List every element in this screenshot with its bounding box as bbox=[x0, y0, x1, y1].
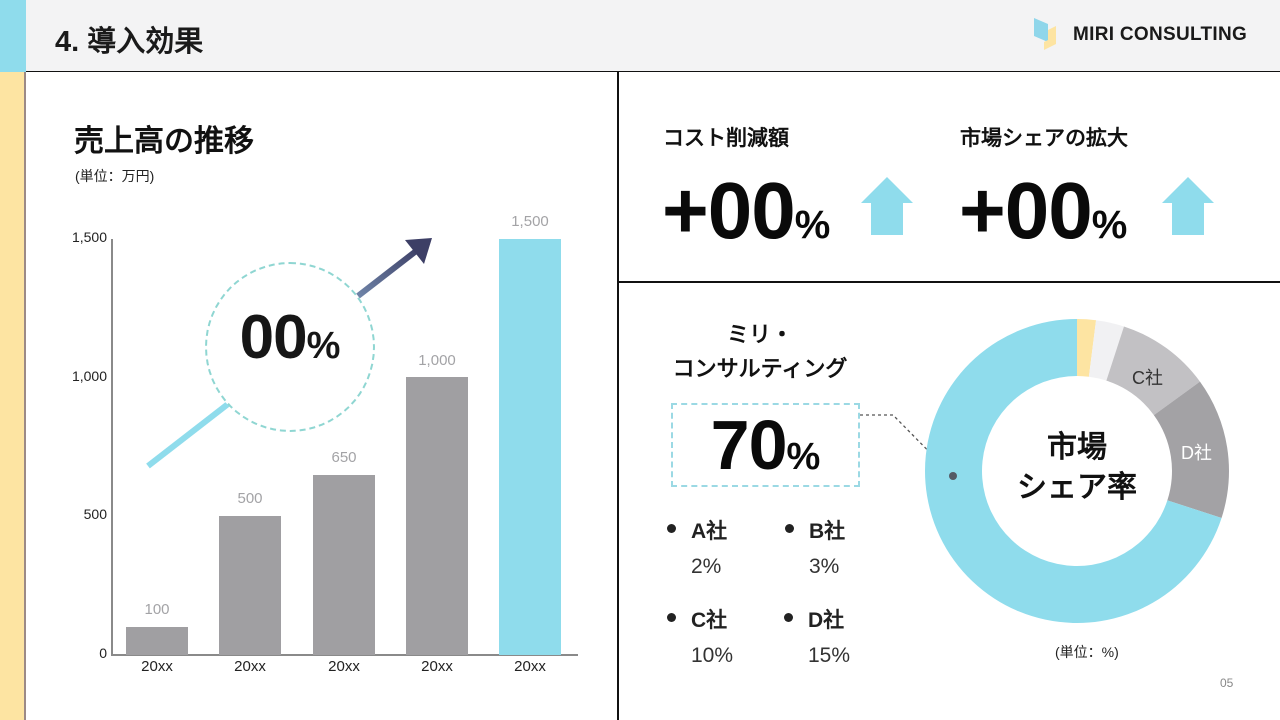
market-share-donut bbox=[924, 319, 1229, 623]
y-tick: 1,500 bbox=[71, 229, 107, 245]
trend-arrow-icon bbox=[146, 238, 432, 469]
header-accent bbox=[0, 0, 26, 72]
y-axis bbox=[111, 239, 113, 655]
brand-name: MIRI CONSULTING bbox=[1073, 24, 1248, 45]
sales-title: 売上高の推移 bbox=[74, 125, 254, 158]
segment-label-c: C社 bbox=[1132, 368, 1163, 388]
up-arrow-icon bbox=[1162, 177, 1214, 235]
y-tick: 1,000 bbox=[71, 368, 107, 384]
y-tick: 500 bbox=[83, 506, 107, 522]
bullet-icon bbox=[785, 524, 794, 533]
bar bbox=[126, 627, 188, 655]
share-value-box bbox=[671, 403, 860, 487]
logo-icon bbox=[1034, 18, 1056, 50]
bar-value-label: 1,500 bbox=[511, 213, 549, 230]
page-number: 05 bbox=[1220, 676, 1234, 690]
bullet-icon bbox=[667, 524, 676, 533]
divider-vertical bbox=[617, 72, 619, 720]
kpi-cost-value: +00% bbox=[662, 166, 831, 255]
x-label: 20xx bbox=[514, 658, 546, 675]
bar-value-label: 100 bbox=[144, 601, 170, 618]
donut-center-label: 市場 シェア率 bbox=[1017, 431, 1137, 504]
share-value: 70% bbox=[710, 406, 821, 484]
kpi-share-value: +00% bbox=[959, 166, 1128, 255]
bar-value-label: 650 bbox=[331, 449, 357, 466]
bar bbox=[219, 516, 281, 655]
bar bbox=[406, 377, 468, 655]
bullet-icon bbox=[667, 613, 676, 622]
growth-circle bbox=[205, 262, 375, 432]
x-label: 20xx bbox=[234, 658, 266, 675]
page-title: 4. 導入効果 bbox=[55, 26, 204, 58]
x-label: 20xx bbox=[421, 658, 453, 675]
x-label: 20xx bbox=[328, 658, 360, 675]
sales-unit: (単位：万円) bbox=[75, 168, 155, 184]
growth-value: 00% bbox=[239, 303, 341, 372]
bullet-icon bbox=[784, 613, 793, 622]
y-tick: 0 bbox=[99, 645, 107, 661]
kpi-cost-label: コスト削減額 bbox=[663, 127, 789, 150]
segment-label-d: D社 bbox=[1181, 443, 1212, 463]
bar bbox=[313, 475, 375, 655]
x-label: 20xx bbox=[141, 658, 173, 675]
divider-horizontal bbox=[617, 281, 1280, 283]
company-name: ミリ・ コンサルティング bbox=[672, 322, 848, 381]
header-bar bbox=[0, 0, 1280, 72]
side-accent-bar bbox=[0, 72, 26, 720]
sales-bar-chart: 0 500 1,000 1,500 00% 100 500 650 1,000 … bbox=[0, 0, 617, 720]
bar-value-label: 1,000 bbox=[418, 352, 456, 369]
bar-highlight bbox=[499, 239, 561, 655]
bar-value-label: 500 bbox=[237, 490, 263, 507]
up-arrow-icon bbox=[861, 177, 913, 235]
kpi-share-label: 市場シェアの拡大 bbox=[960, 127, 1128, 150]
share-unit: (単位：%) bbox=[1055, 644, 1119, 660]
